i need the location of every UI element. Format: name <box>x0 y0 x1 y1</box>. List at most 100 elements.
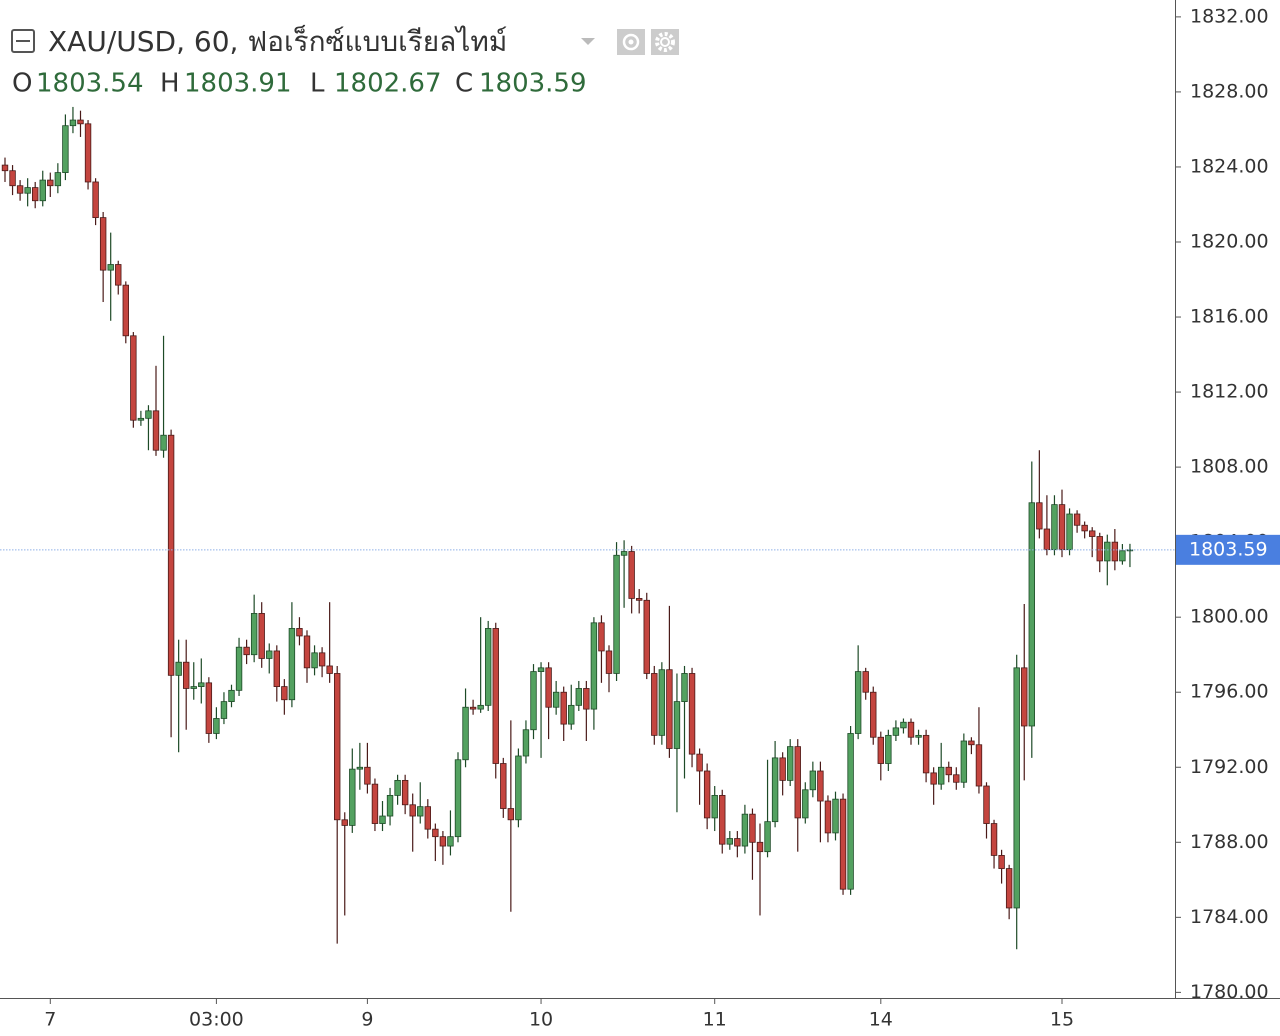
candle-body <box>575 688 582 706</box>
candle-body <box>1126 549 1134 552</box>
candle-body <box>9 170 16 187</box>
last-price-label: 1803.59 <box>1189 538 1268 560</box>
candle-body <box>628 551 635 599</box>
candle-body <box>771 757 779 823</box>
candle-body <box>296 628 303 637</box>
candle-body <box>145 410 152 419</box>
y-tick-label: 1828.00 <box>1190 80 1269 102</box>
candle-body <box>681 673 688 703</box>
candle-body <box>1058 504 1066 551</box>
eye-pupil <box>628 39 634 45</box>
candle-body <box>1119 550 1126 562</box>
candle-body <box>930 772 937 785</box>
candle-body <box>990 823 998 856</box>
candle-body <box>107 264 114 271</box>
candle-body <box>54 172 62 187</box>
candle-body <box>870 691 877 738</box>
candle-body <box>130 335 137 421</box>
candle-body <box>922 734 930 774</box>
candle-body <box>152 410 160 451</box>
candle-body <box>741 813 749 847</box>
candle-body <box>809 770 817 791</box>
candle-body <box>552 691 560 708</box>
y-tick-label: 1788.00 <box>1190 831 1269 853</box>
y-tick-label: 1812.00 <box>1190 381 1269 403</box>
candle-body <box>500 763 507 809</box>
candle-body <box>326 665 333 674</box>
candle-body <box>205 682 213 734</box>
candle-body <box>303 635 311 669</box>
candle-body <box>228 689 235 703</box>
candle-body <box>764 821 771 853</box>
candle-body <box>62 125 69 173</box>
ohlc-key: L <box>310 69 325 99</box>
dropdown-arrow[interactable] <box>581 38 595 45</box>
candle-body <box>756 841 764 853</box>
candle-body <box>16 185 24 194</box>
ohlc-key: C <box>455 69 473 99</box>
candle-body <box>182 661 190 689</box>
x-tick-label: 9 <box>361 1009 373 1031</box>
y-tick-label: 1832.00 <box>1190 5 1269 27</box>
candle-body <box>311 652 318 669</box>
candle-body <box>1081 524 1088 532</box>
candle-body <box>666 669 673 749</box>
candle-body <box>69 119 77 127</box>
candle-body <box>394 779 401 796</box>
y-tick-label: 1824.00 <box>1190 155 1269 177</box>
candle-body <box>673 701 681 749</box>
candle-body <box>333 673 341 821</box>
ohlc-key: O <box>12 69 32 99</box>
candle-body <box>1 164 9 172</box>
candle-body <box>137 417 145 421</box>
candle-body <box>802 789 809 819</box>
candle-body <box>424 806 431 830</box>
candle-body <box>39 179 46 202</box>
candle-body <box>515 755 522 821</box>
candle-body <box>273 650 280 687</box>
candle-body <box>198 682 205 687</box>
candle-body <box>537 667 545 672</box>
x-tick-label: 11 <box>703 1009 727 1031</box>
x-tick-label: 15 <box>1050 1009 1074 1031</box>
candle-body <box>477 704 484 710</box>
candle-body <box>235 646 243 691</box>
y-tick-label: 1792.00 <box>1190 756 1269 778</box>
candle-body <box>839 798 847 890</box>
candle-body <box>938 766 945 785</box>
candle-body <box>190 686 197 689</box>
candle-body <box>907 721 915 738</box>
x-tick-label: 14 <box>869 1009 893 1031</box>
candle-body <box>32 187 39 202</box>
ohlc-value: 1803.91 <box>184 69 292 99</box>
y-tick-label: 1780.00 <box>1190 981 1269 1003</box>
candle-body <box>832 798 839 834</box>
y-tick-label: 1800.00 <box>1190 606 1269 628</box>
candle-body <box>462 706 469 761</box>
candle-body <box>998 855 1005 869</box>
y-tick-label: 1816.00 <box>1190 306 1269 328</box>
candle-body <box>401 779 409 806</box>
candle-body <box>364 766 371 785</box>
candle-body <box>213 718 220 734</box>
candle-body <box>1111 541 1119 562</box>
candle-body <box>356 766 364 770</box>
candle-body <box>77 119 84 125</box>
candle-body <box>160 434 167 451</box>
candle-body <box>47 179 54 187</box>
candle-body <box>84 123 92 183</box>
plot <box>0 106 1175 950</box>
ohlc-value: 1802.67 <box>334 69 442 99</box>
candle-body <box>417 806 424 817</box>
candle-body <box>1005 868 1013 909</box>
candle-body <box>651 673 658 736</box>
candle-body <box>734 838 741 847</box>
candle-body <box>522 729 530 757</box>
candle-body <box>386 794 394 817</box>
candle-body <box>281 686 288 701</box>
candle-body <box>598 622 605 652</box>
candle-body <box>620 551 628 556</box>
gear-icon <box>655 32 675 52</box>
collapse-icon[interactable] <box>11 29 35 53</box>
x-tick-label: 7 <box>44 1009 56 1031</box>
